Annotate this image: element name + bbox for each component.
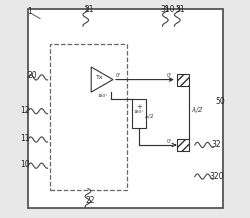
Text: 11: 11 xyxy=(20,134,30,143)
Text: Tx: Tx xyxy=(96,75,104,80)
Bar xyxy=(177,139,189,151)
Text: 21: 21 xyxy=(84,5,94,14)
Text: 10: 10 xyxy=(20,160,30,169)
Bar xyxy=(132,99,146,128)
Bar xyxy=(50,44,127,190)
Text: +: + xyxy=(136,104,142,111)
Bar xyxy=(28,9,223,208)
Text: 31: 31 xyxy=(176,5,186,14)
Text: 32: 32 xyxy=(212,140,221,150)
Text: 0°: 0° xyxy=(167,139,172,143)
Text: 50: 50 xyxy=(215,97,225,106)
Text: $\lambda$/2: $\lambda$/2 xyxy=(191,105,204,115)
Text: 1: 1 xyxy=(27,7,32,17)
Text: 180°: 180° xyxy=(98,94,108,98)
Text: 180°: 180° xyxy=(134,110,144,114)
Text: 20: 20 xyxy=(28,71,37,80)
Text: 320: 320 xyxy=(209,172,224,181)
Text: 12: 12 xyxy=(20,106,30,115)
Text: 22: 22 xyxy=(85,196,95,205)
Text: 310: 310 xyxy=(160,5,175,14)
Text: $\lambda$/2: $\lambda$/2 xyxy=(144,112,154,119)
Bar xyxy=(177,73,189,85)
Text: 0°: 0° xyxy=(167,73,172,78)
Text: 0°: 0° xyxy=(116,73,121,78)
Polygon shape xyxy=(91,67,113,92)
